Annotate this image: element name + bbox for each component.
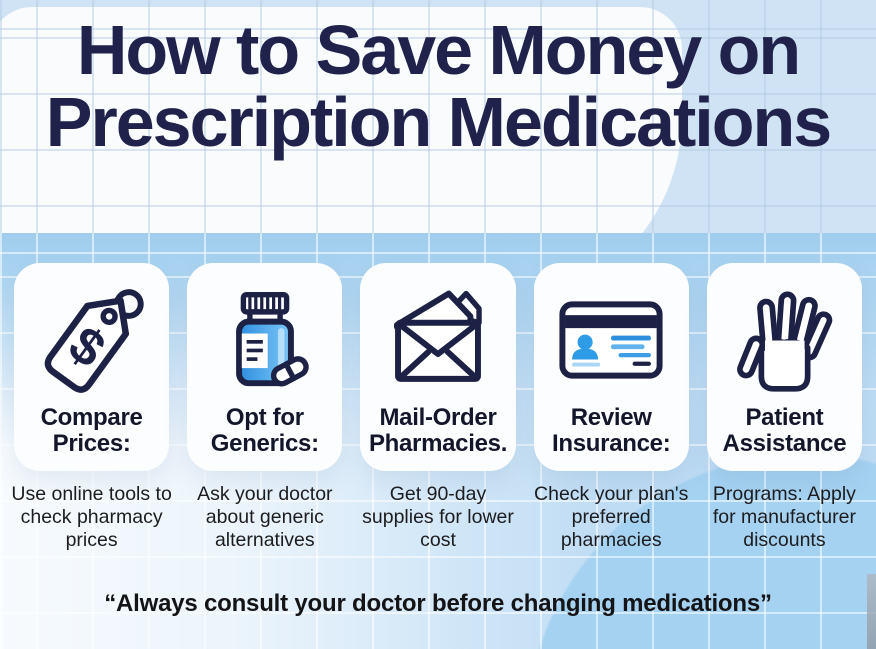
column-opt-for-generics: Opt for Generics: Ask your doctor about …: [187, 263, 343, 552]
card-title: Compare Prices:: [40, 404, 143, 458]
top-background: [0, 0, 876, 233]
column-mail-order: Mail-Order Pharmacies. Get 90-day suppli…: [360, 263, 516, 552]
screen-edge-artifact: [867, 574, 876, 649]
card-description: Ask your doctor about generic alternativ…: [197, 483, 333, 551]
column-patient-assistance: Patient Assistance Programs: Apply for m…: [706, 263, 863, 552]
card-description: Programs: Apply for manufacturer discoun…: [712, 483, 856, 551]
card-description: Get 90-day supplies for lower cost: [362, 483, 514, 551]
card-title: Opt for Generics:: [210, 404, 319, 458]
card-title: Mail-Order Pharmacies.: [368, 404, 508, 458]
card-title: Review Insurance:: [552, 404, 671, 458]
card-title: Patient Assistance: [722, 404, 847, 458]
card-mail-order: Mail-Order Pharmacies.: [360, 263, 516, 471]
column-compare-prices: $ Compare Prices: Use online tools to ch…: [11, 263, 172, 552]
card-compare-prices: $ Compare Prices:: [14, 263, 170, 471]
page-title: How to Save Money on Prescription Medica…: [45, 11, 832, 161]
card-description: Check your plan's preferred pharmacies: [534, 483, 689, 551]
cards-row: $ Compare Prices: Use online tools to ch…: [11, 263, 863, 552]
white-blob-shape: [0, 7, 682, 233]
grid-pattern-top: [0, 0, 876, 233]
hand-icon: [707, 279, 862, 401]
card-description: Use online tools to check pharmacy price…: [11, 483, 172, 551]
envelope-icon: [360, 279, 515, 401]
column-review-insurance: Review Insurance: Check your plan's pref…: [533, 263, 689, 552]
card-review-insurance: Review Insurance:: [533, 263, 689, 471]
pill-bottle-icon: [187, 279, 342, 401]
insurance-card-icon: [534, 279, 689, 401]
card-patient-assistance: Patient Assistance: [706, 263, 863, 471]
footer-quote: “Always consult your doctor before chang…: [104, 590, 772, 617]
card-opt-for-generics: Opt for Generics:: [187, 263, 343, 471]
price-tag-icon: $: [14, 279, 169, 401]
